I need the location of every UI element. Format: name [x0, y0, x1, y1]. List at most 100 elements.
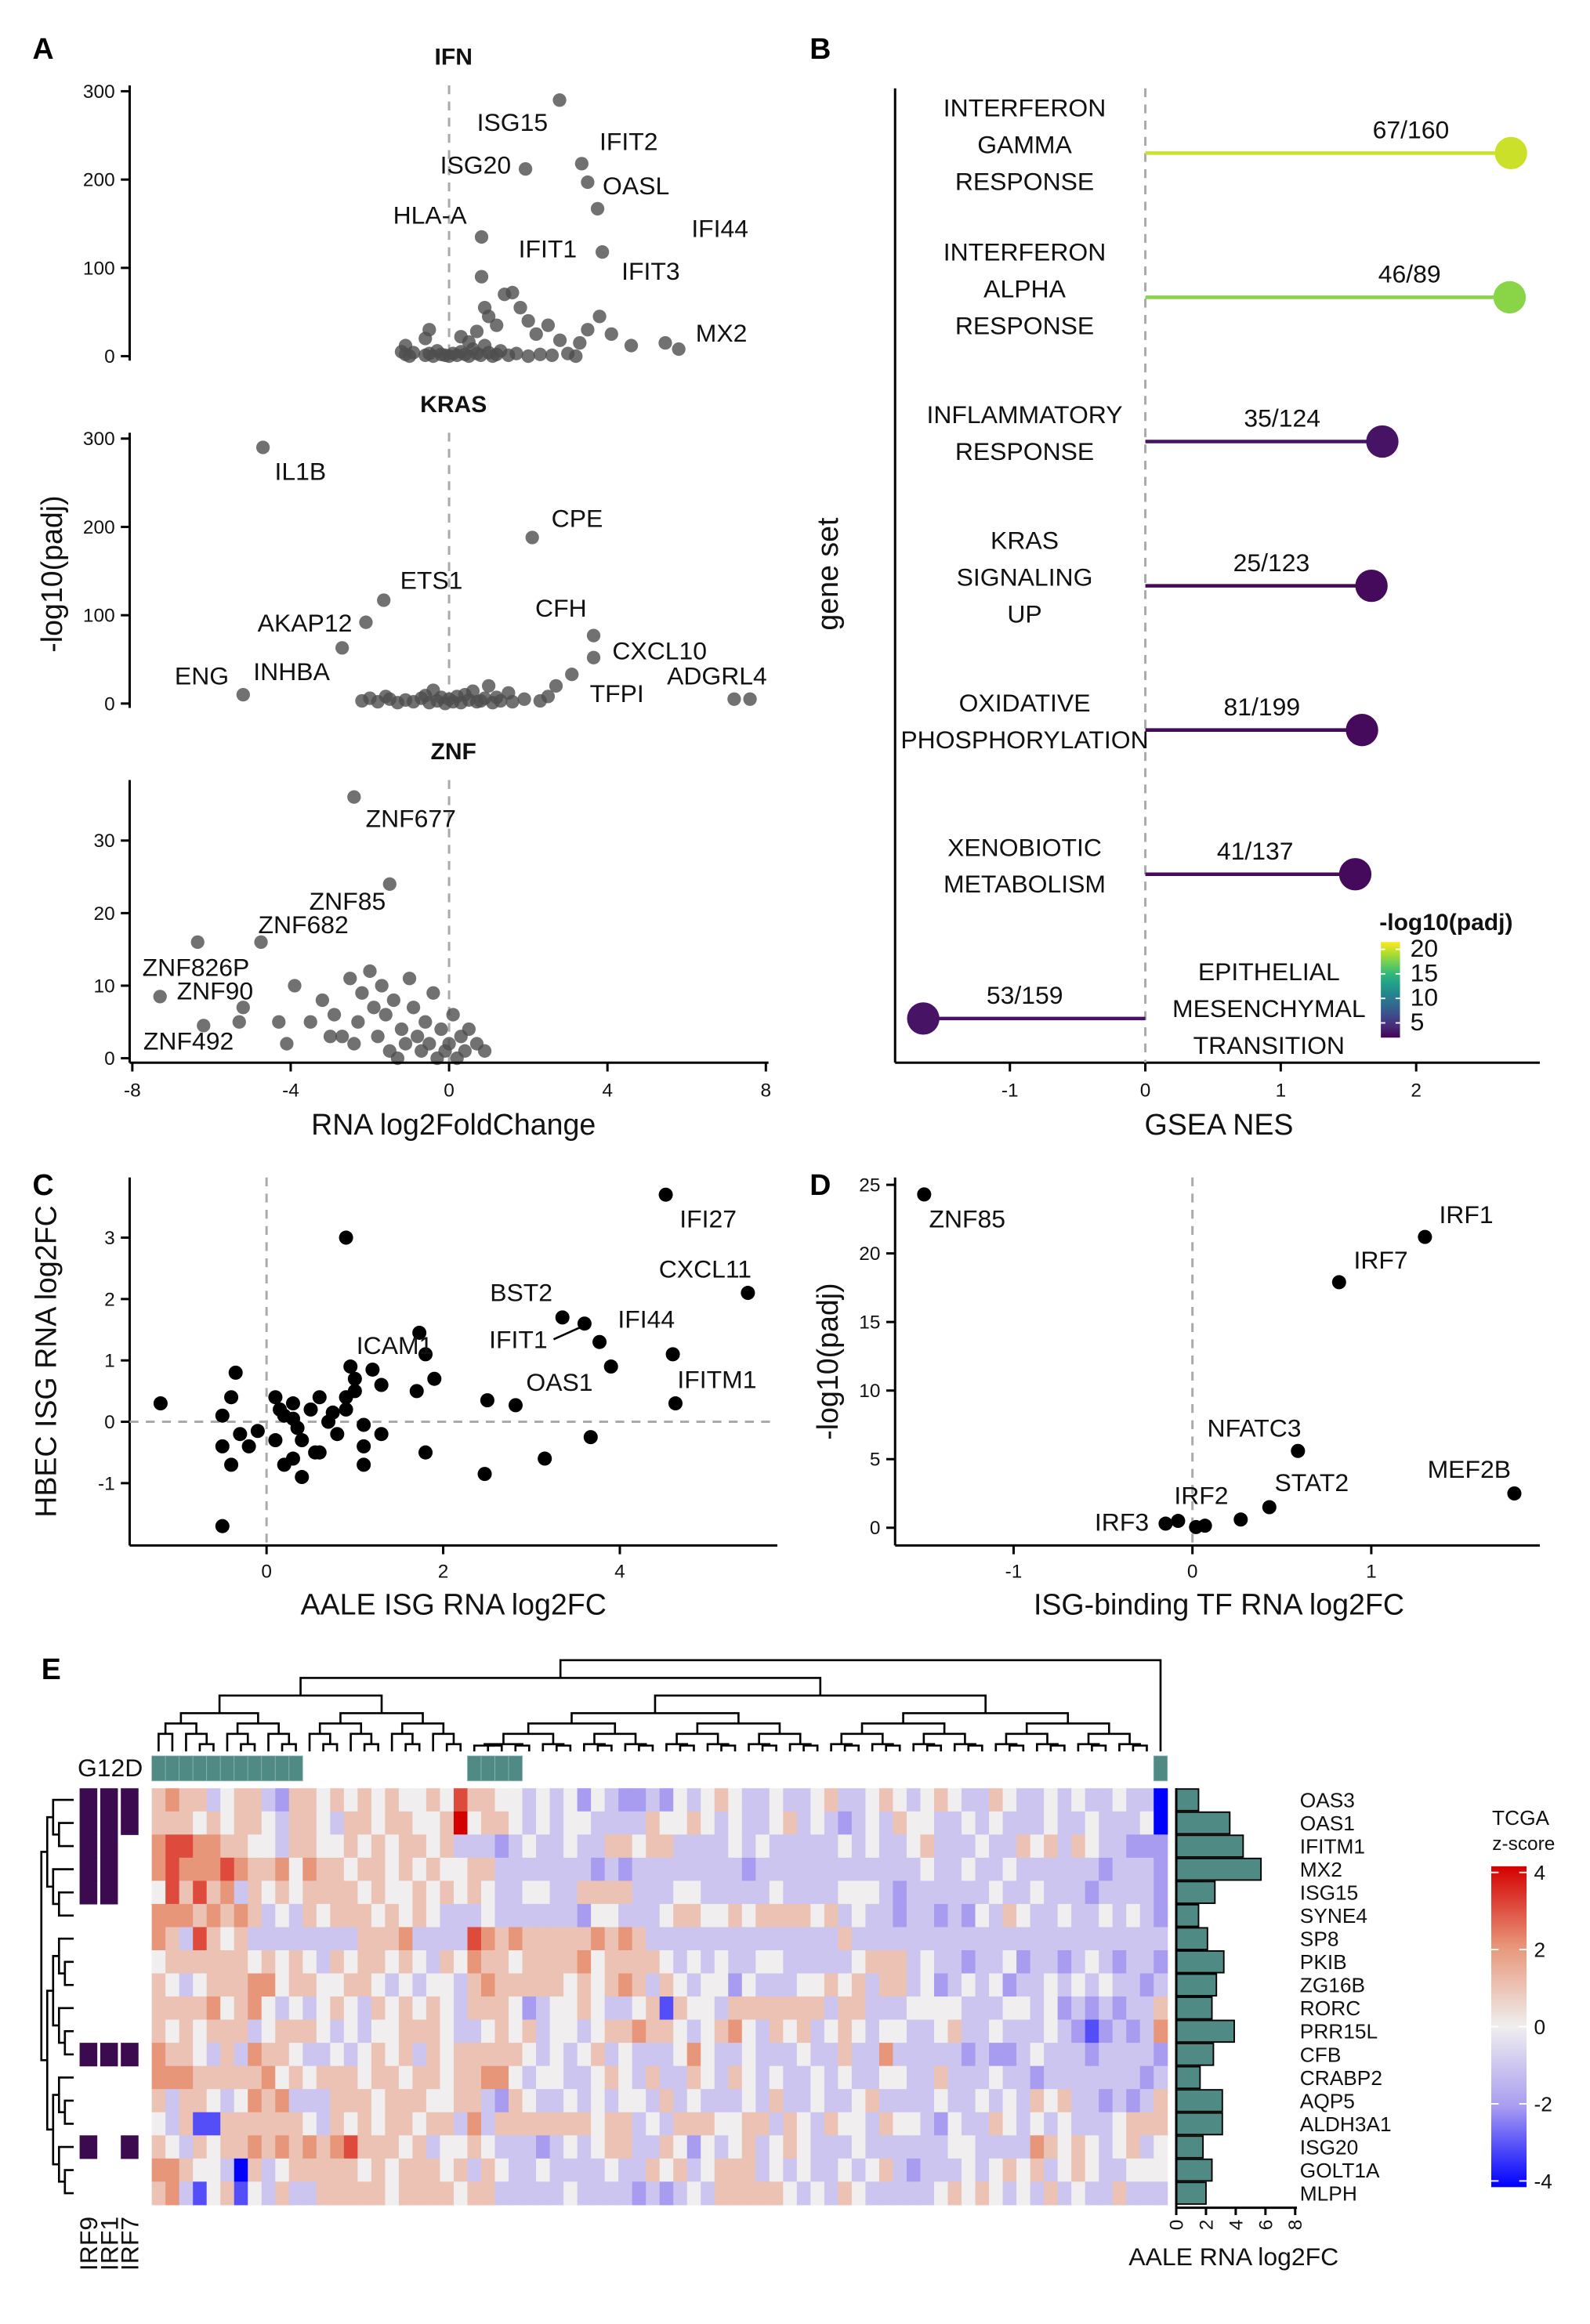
irf-annotation-cell-irf7: [121, 2043, 139, 2067]
irf-annotation-label: IRF9: [74, 2217, 103, 2271]
heatmap-cell: [1002, 1973, 1017, 1997]
data-point: [490, 690, 504, 704]
heatmap-cell: [206, 1996, 221, 2021]
heatmap-cell: [509, 1857, 523, 1881]
data-point: [541, 690, 556, 704]
heatmap-cell: [385, 1881, 400, 1905]
heatmap-cell: [810, 1811, 825, 1835]
heatmap-cell: [371, 1857, 386, 1881]
x-tick-label: 0: [1187, 1562, 1198, 1583]
gene-set-label: XENOBIOTIC: [947, 833, 1102, 861]
heatmap-cell: [302, 1949, 317, 1975]
heatmap-cell: [1057, 2135, 1072, 2159]
gene-label: RORC: [1300, 1996, 1360, 2020]
heatmap-cell: [371, 2181, 386, 2206]
heatmap-cell: [467, 1903, 482, 1928]
x-tick-label: -1: [1001, 1080, 1019, 1101]
heatmap-cell: [522, 1881, 537, 1905]
heatmap-cell: [398, 2181, 413, 2206]
heatmap-cell: [1057, 2043, 1072, 2067]
heatmap-cell: [453, 2112, 469, 2136]
legend-title: TCGA: [1492, 1806, 1549, 1830]
heatmap-cell: [755, 1857, 770, 1881]
heatmap-cell: [659, 2158, 674, 2182]
irf-annotation-cell-irf7: [121, 1788, 139, 1812]
data-point: [508, 1398, 523, 1413]
heatmap-cell: [357, 2019, 372, 2043]
data-point: [538, 1451, 552, 1466]
heatmap-cell: [851, 1949, 866, 1975]
data-point-stat2: [1262, 1500, 1277, 1515]
heatmap-cell: [962, 2089, 976, 2113]
heatmap-cell: [686, 1927, 701, 1951]
data-point: [481, 310, 496, 324]
heatmap-cell: [906, 1811, 922, 1835]
heatmap-cell: [920, 1857, 935, 1881]
heatmap-cell: [549, 1857, 564, 1881]
dendrogram-branch: [52, 1798, 74, 1836]
heatmap-cell: [330, 2019, 345, 2043]
heatmap-cell: [1085, 1996, 1099, 2021]
heatmap-cell: [1112, 1927, 1127, 1951]
heatmap-cell: [206, 2065, 221, 2090]
heatmap-cell: [989, 1834, 1004, 1859]
dendrogram-branch: [902, 1712, 1070, 1724]
heatmap-cell: [165, 2158, 180, 2182]
heatmap-cell: [769, 1949, 784, 1975]
aale-log2fc-bar: [1175, 1949, 1225, 1974]
heatmap-cell: [810, 2089, 825, 2113]
dendrogram-branch: [1025, 1722, 1110, 1734]
heatmap-cell: [494, 2112, 509, 2136]
heatmap-cell: [330, 2158, 345, 2182]
data-point-irf3: [1158, 1516, 1173, 1531]
heatmap-cell: [316, 1811, 331, 1835]
dendrogram-branch: [308, 1732, 331, 1752]
heatmap-cell: [1057, 1949, 1072, 1975]
heatmap-cell: [878, 2181, 894, 2206]
heatmap-cell: [371, 1834, 386, 1859]
data-point: [355, 986, 369, 1000]
heatmap-cell: [962, 1903, 976, 1928]
g12d-annotation-cell: [1153, 1755, 1168, 1782]
heatmap-cell: [769, 2089, 784, 2113]
heatmap-cell: [1139, 1857, 1154, 1881]
heatmap-cell: [467, 2065, 482, 2090]
heatmap-cell: [1057, 1903, 1072, 1928]
heatmap-cell: [1071, 1788, 1086, 1812]
data-point: [215, 1519, 230, 1533]
heatmap-cell: [975, 1949, 990, 1975]
facet-title: ZNF: [430, 739, 476, 765]
heatmap-cell: [288, 1881, 303, 1905]
heatmap-cell: [1099, 1857, 1114, 1881]
heatmap-cell: [920, 1834, 935, 1859]
heatmap-cell: [480, 1973, 496, 1997]
heatmap-cell: [933, 1996, 949, 2021]
data-point: [367, 1001, 381, 1015]
gene-label: AQP5: [1300, 2089, 1355, 2112]
heatmap-cell: [1057, 2065, 1072, 2090]
heatmap-cell: [151, 2043, 166, 2067]
data-point: [285, 1451, 300, 1466]
heatmap-cell: [1139, 2181, 1154, 2206]
data-point: [374, 1377, 389, 1392]
heatmap-cell: [618, 1788, 633, 1812]
y-tick-label: 0: [104, 346, 115, 367]
heatmap-cell: [536, 1973, 551, 1997]
data-point: [402, 972, 417, 986]
heatmap-cell: [453, 2089, 469, 2113]
heatmap-cell: [686, 1903, 701, 1928]
heatmap-cell: [522, 1857, 537, 1881]
heatmap-cell: [343, 1927, 358, 1951]
heatmap-cell: [522, 1788, 537, 1812]
heatmap-cell: [1085, 2089, 1099, 2113]
heatmap-cell: [371, 1927, 386, 1951]
heatmap-cell: [1071, 2135, 1086, 2159]
heatmap-cell: [467, 2158, 482, 2182]
data-point: [295, 1470, 310, 1485]
heatmap-cell: [1099, 1881, 1114, 1905]
heatmap-cell: [494, 1973, 509, 1997]
heatmap-cell: [1044, 1903, 1059, 1928]
heatmap-cell: [1126, 1996, 1141, 2021]
heatmap-cell: [220, 2158, 235, 2182]
heatmap-cell: [549, 1973, 564, 1997]
